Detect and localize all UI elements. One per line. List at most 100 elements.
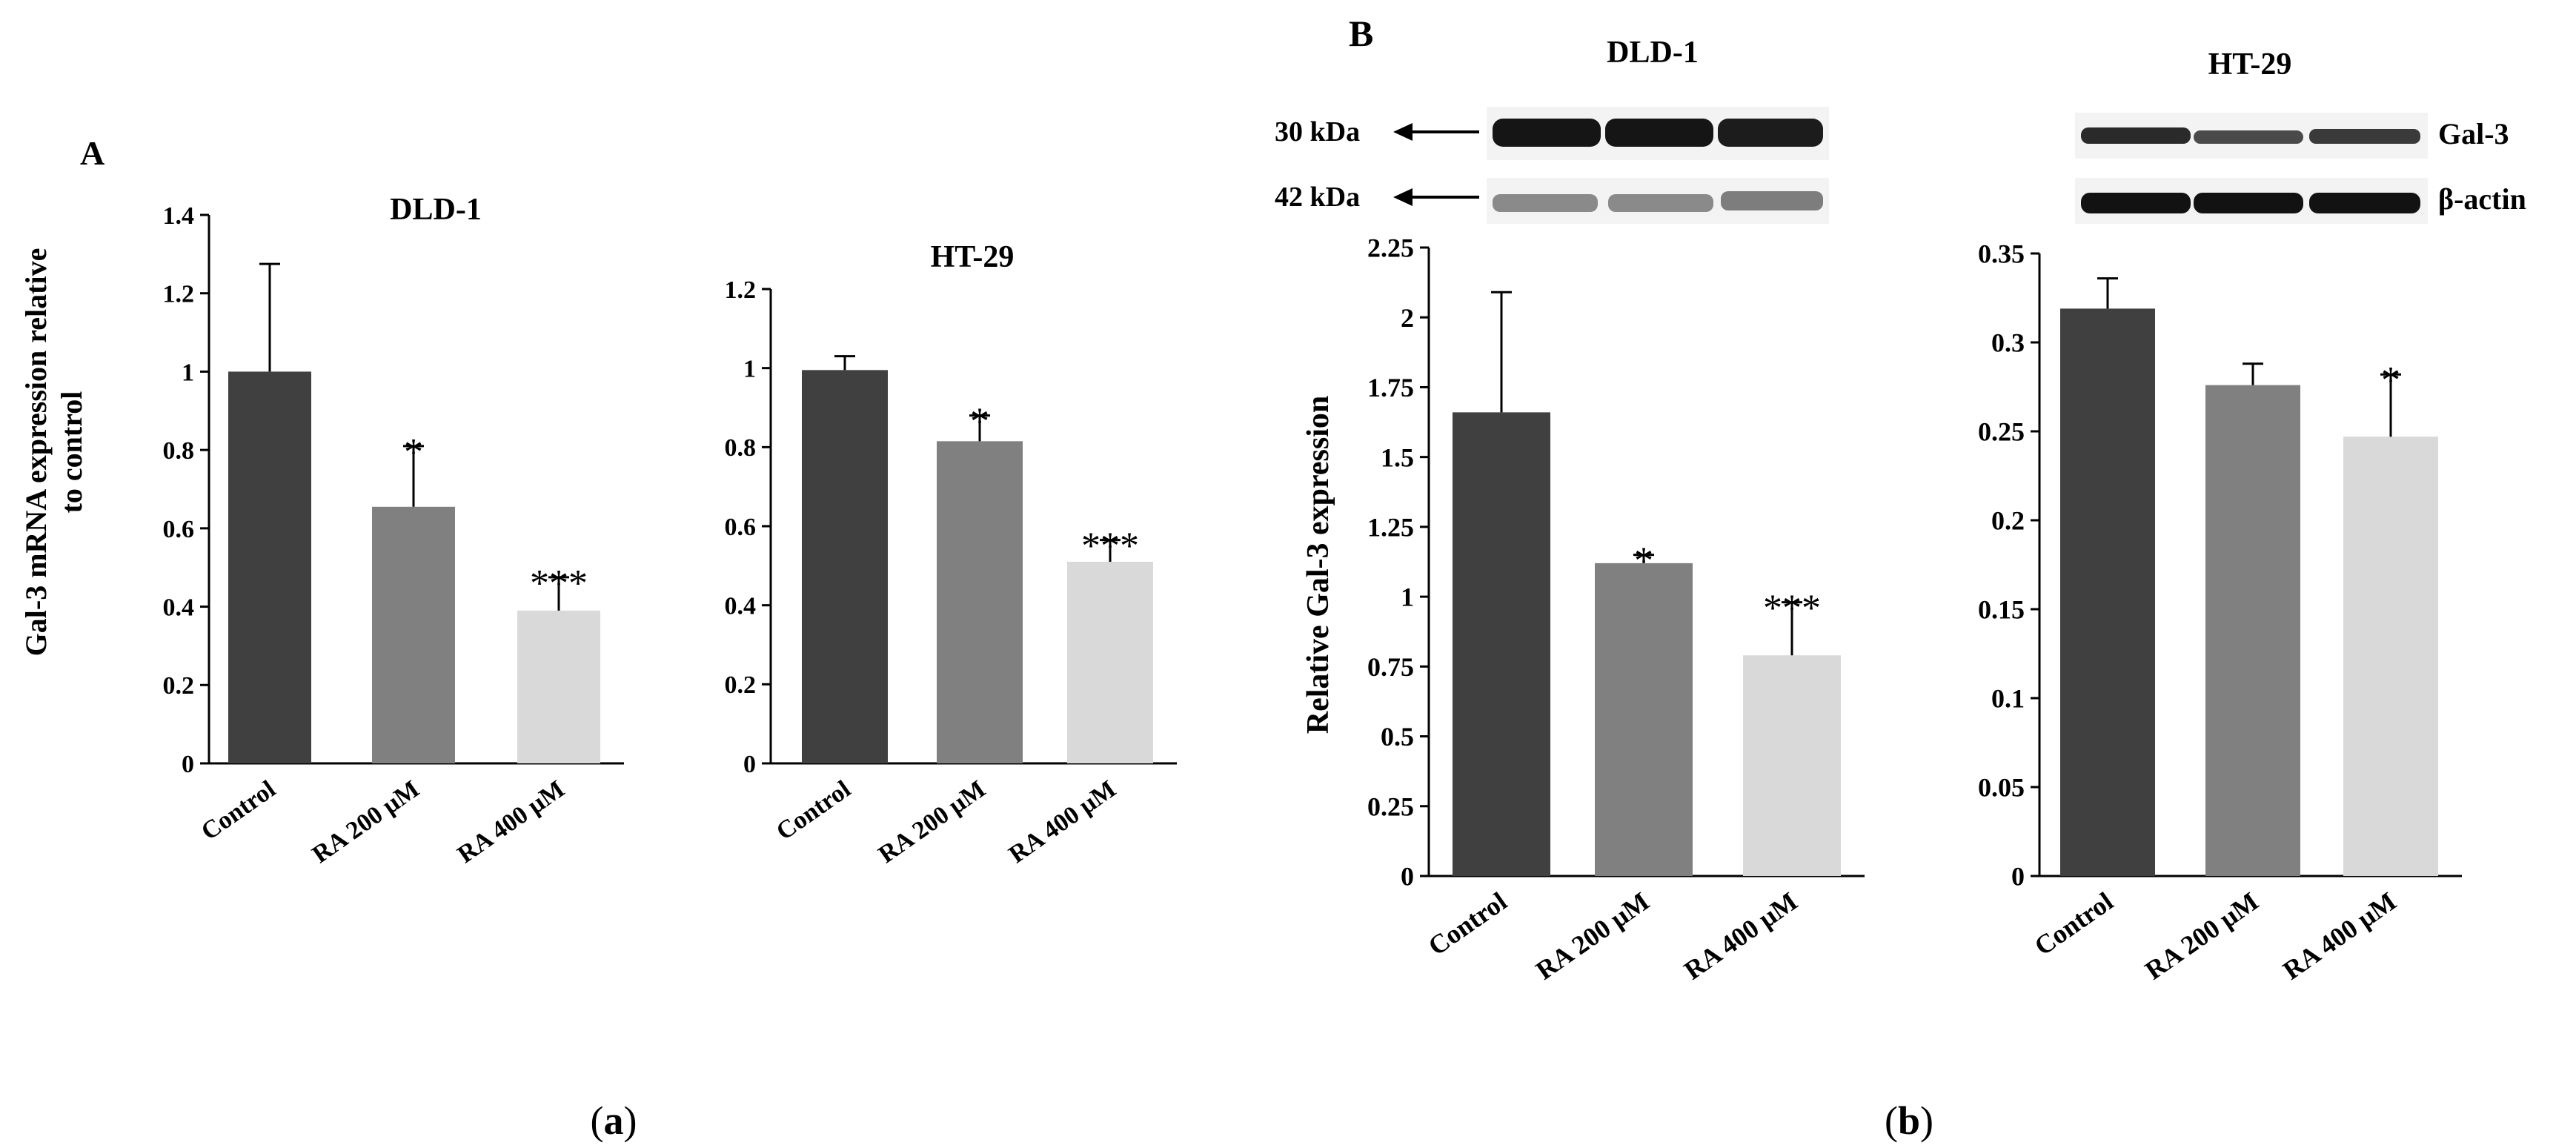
significance-label: * [404, 431, 423, 474]
y-tick-label: 1 [743, 356, 756, 383]
blot-dld1-title: DLD-1 [1607, 36, 1699, 70]
y-tick-label: 0.3 [1991, 328, 2025, 358]
blot-band [2081, 127, 2191, 144]
caption-b-letter: b [1898, 1098, 1920, 1143]
bar [372, 506, 455, 763]
chart-b1-ylabel: Relative Gal-3 expression [1301, 396, 1335, 734]
caption-a-close: ) [624, 1098, 637, 1143]
y-tick-label: 1.25 [1367, 512, 1414, 542]
y-tick-label: 0.2 [725, 671, 757, 699]
y-tick-label: 2 [1401, 303, 1414, 333]
blot-band [2194, 130, 2303, 144]
bar [1595, 563, 1693, 876]
bar [1067, 562, 1153, 763]
y-tick-label: 0.25 [1367, 792, 1414, 821]
chart-a2-title: HT-29 [931, 240, 1015, 274]
y-tick-label: 0.4 [725, 593, 757, 620]
y-tick-label: 0.75 [1367, 652, 1414, 682]
caption-b-open: ( [1885, 1098, 1898, 1143]
y-tick-label: 0.25 [1978, 417, 2025, 447]
chart-a1-dld1-mrna: 0 0.2 0.4 0.6 0.8 1 1.2 1.4 Control * RA 200 μM ***… [163, 202, 624, 869]
significance-label: *** [530, 563, 588, 605]
chart-a1-title: DLD-1 [390, 193, 482, 227]
y-tick-label: 1.2 [725, 276, 757, 304]
significance-label: *** [1081, 525, 1139, 568]
bar [2060, 308, 2155, 876]
chart-b1-dld1-protein: 0 0.25 0.5 0.75 1 1.25 1.5 1.75 2 2.25 Control * RA … [1367, 233, 1865, 986]
western-blot-dld1: DLD-1 30 kDa 42 kDa [1275, 36, 1829, 224]
y-tick-label: 0.4 [163, 594, 195, 621]
y-tick-label: 0.1 [1991, 684, 2025, 714]
bar [1453, 412, 1550, 876]
chart-a1-ylabel-line2: to control [55, 391, 88, 514]
category-label: Control [2029, 886, 2119, 961]
chart-a2-ht29-mrna: 0 0.2 0.4 0.6 0.8 1 1.2 Control * RA 200 μM *** RA … [725, 276, 1177, 869]
bar [1743, 655, 1841, 876]
y-tick-label: 0 [182, 751, 194, 778]
arrow-left-icon [1393, 123, 1479, 141]
category-label: Control [771, 775, 856, 846]
significance-label: * [2381, 359, 2400, 402]
caption-a-open: ( [591, 1098, 604, 1143]
y-tick-label: 1 [182, 359, 194, 386]
blot-band [2194, 193, 2303, 213]
marker-42-kda: 42 kDa [1275, 182, 1360, 213]
arrow-left-icon [1393, 188, 1479, 206]
category-label: RA 200 μM [2140, 886, 2263, 986]
y-tick-label: 1.2 [163, 281, 195, 308]
marker-30-kda: 30 kDa [1275, 116, 1360, 147]
y-tick-label: 0.15 [1978, 595, 2025, 625]
western-blot-ht29: HT-29 Gal-3 β-actin [2075, 47, 2526, 224]
blot-band [1608, 194, 1713, 212]
y-tick-label: 0.2 [1991, 506, 2025, 536]
y-tick-label: 0.8 [163, 437, 195, 465]
chart-b2-ht29-protein: 0 0.05 0.1 0.15 0.2 0.25 0.3 0.35 Control RA 200 … [1978, 239, 2462, 986]
y-tick-label: 0.35 [1978, 239, 2025, 269]
y-tick-label: 0.05 [1978, 773, 2025, 803]
bar [517, 610, 600, 763]
chart-a1-ylabel-line1: Gal-3 mRNA expression relative [19, 248, 53, 657]
y-tick-label: 0 [2011, 862, 2025, 892]
panel-a-letter: A [80, 134, 104, 172]
bar [2205, 385, 2300, 876]
y-tick-label: 0.8 [725, 434, 757, 462]
blot-label-gal3: Gal-3 [2438, 117, 2509, 150]
category-label: RA 200 μM [874, 775, 991, 869]
panel-b-letter: B [1349, 13, 1373, 54]
category-label: Control [196, 775, 281, 846]
bar [937, 441, 1023, 763]
blot-band [1493, 194, 1598, 212]
y-tick-label: 0.6 [163, 516, 195, 543]
blot-band [2081, 193, 2191, 213]
blot-band [2309, 193, 2420, 213]
y-tick-label: 0.2 [163, 672, 195, 700]
chart-a1-ylabel: Gal-3 mRNA expression relative to contro… [19, 248, 88, 657]
y-tick-label: 0.5 [1381, 722, 1414, 751]
y-tick-label: 2.25 [1367, 233, 1414, 263]
significance-label: * [970, 401, 989, 443]
category-label: RA 400 μM [1679, 886, 1802, 986]
y-tick-label: 0 [1401, 862, 1414, 892]
y-tick-label: 1.75 [1367, 373, 1414, 402]
significance-label: * [1634, 540, 1653, 583]
caption-a-letter: a [604, 1098, 624, 1143]
y-tick-label: 1.5 [1381, 442, 1414, 472]
y-tick-label: 1 [1401, 583, 1414, 612]
category-label: RA 200 μM [308, 775, 425, 869]
y-tick-label: 0.6 [725, 514, 757, 541]
caption-b-close: ) [1920, 1098, 1933, 1143]
category-label: RA 400 μM [2277, 886, 2401, 986]
blot-ht29-title: HT-29 [2208, 47, 2292, 82]
blot-band [2309, 129, 2420, 144]
blot-band [1721, 191, 1823, 210]
category-label: RA 400 μM [1004, 775, 1121, 869]
blot-band [1605, 119, 1713, 147]
bar [2343, 437, 2438, 876]
blot-label-actin: β-actin [2438, 182, 2526, 216]
bar [228, 371, 311, 763]
bar [802, 370, 888, 763]
category-label: RA 200 μM [1530, 886, 1654, 986]
y-tick-label: 0 [743, 751, 756, 778]
category-label: RA 400 μM [453, 775, 570, 869]
